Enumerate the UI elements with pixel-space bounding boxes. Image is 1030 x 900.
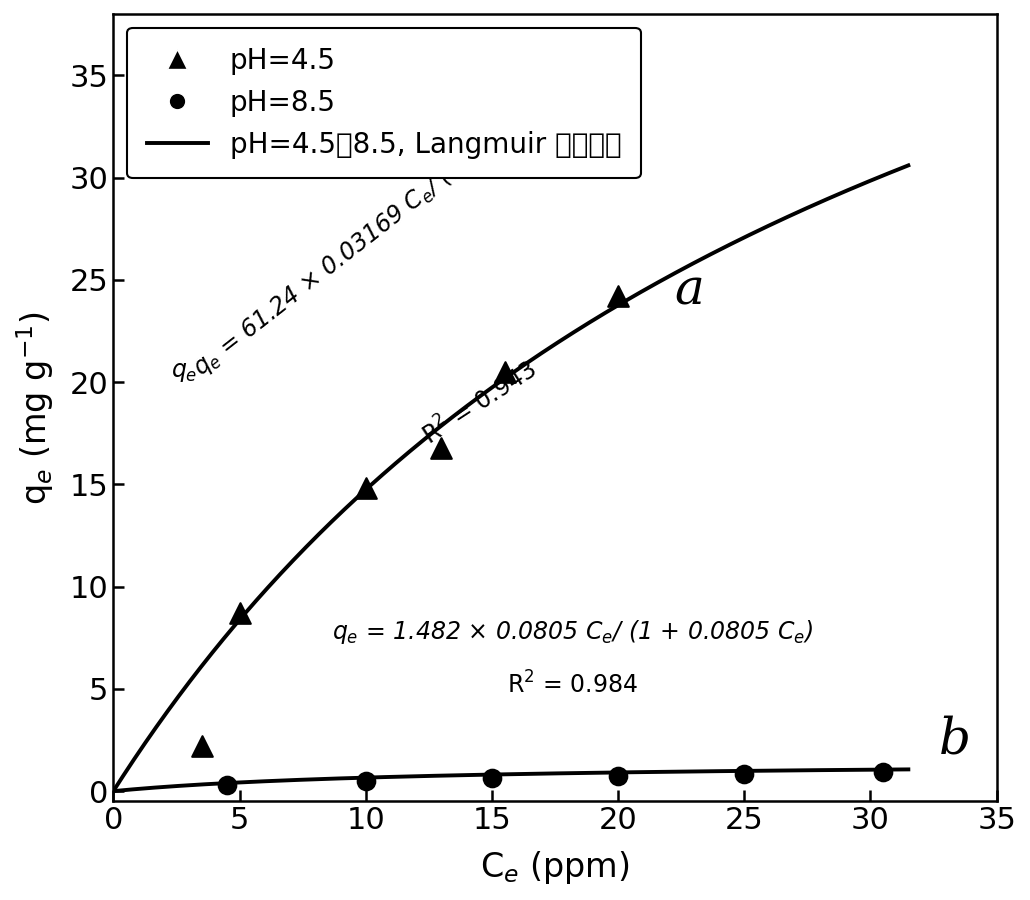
Point	[194, 739, 210, 753]
Point	[484, 770, 501, 785]
Text: R$^2$ = 0.984: R$^2$ = 0.984	[507, 671, 639, 698]
Text: $q_e$: $q_e$	[171, 360, 197, 384]
Point	[434, 440, 450, 454]
Text: $q_e$ = 61.24 × 0.03169 $C_e$/ (1+0.03169 $C_e$): $q_e$ = 61.24 × 0.03169 $C_e$/ (1+0.0316…	[187, 55, 595, 382]
Point	[232, 606, 248, 620]
Text: R$^2$ = 0.943: R$^2$ = 0.943	[418, 356, 542, 451]
Text: $q_e$ = 1.482 × 0.0805 $C_e$/ (1 + 0.0805 $C_e$): $q_e$ = 1.482 × 0.0805 $C_e$/ (1 + 0.080…	[332, 618, 814, 646]
Point	[218, 778, 235, 792]
Point	[736, 767, 753, 781]
Y-axis label: q$_e$ (mg g$^{-1}$): q$_e$ (mg g$^{-1}$)	[13, 310, 56, 505]
Point	[357, 482, 374, 496]
Point	[610, 769, 626, 783]
Point	[610, 289, 626, 303]
Legend: pH=4.5, pH=8.5, pH=4.5；8.5, Langmuir 模型拟合: pH=4.5, pH=8.5, pH=4.5；8.5, Langmuir 模型拟…	[127, 28, 641, 178]
Point	[496, 364, 513, 379]
Point	[357, 774, 374, 788]
Text: b: b	[939, 716, 971, 765]
Point	[874, 764, 891, 778]
X-axis label: C$_e$ (ppm): C$_e$ (ppm)	[480, 849, 629, 886]
Text: a: a	[675, 266, 703, 316]
